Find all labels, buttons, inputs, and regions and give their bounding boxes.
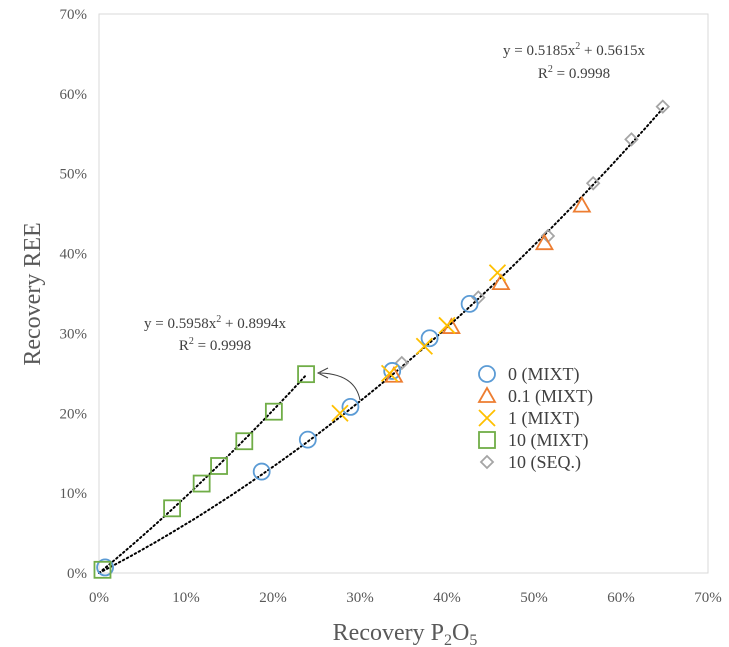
data-points-layer bbox=[93, 99, 671, 579]
y-tick-label: 10% bbox=[60, 486, 88, 502]
x-tick-labels: 0% 10% 20% 30% 40% 50% 60% 70% bbox=[89, 590, 722, 606]
legend-marker-x bbox=[478, 409, 496, 427]
y-axis-title: Recovery REE bbox=[20, 222, 46, 365]
data-point-square bbox=[210, 457, 228, 475]
x-tick-label: 20% bbox=[259, 590, 287, 606]
data-point-x bbox=[438, 316, 456, 335]
data-point-triangle bbox=[534, 233, 554, 251]
x-tick-label: 60% bbox=[607, 590, 635, 606]
legend-label: 0.1 (MIXT) bbox=[508, 386, 593, 407]
trendline-1-equation: y = 0.5185x2 + 0.5615x bbox=[503, 41, 645, 59]
legend-label: 10 (SEQ.) bbox=[508, 452, 581, 473]
trendline-2-equation: y = 0.5958x2 + 0.8994x bbox=[144, 314, 286, 332]
data-point-square bbox=[297, 365, 315, 384]
data-point-square bbox=[264, 402, 283, 421]
data-point-x bbox=[415, 337, 434, 355]
y-tick-label: 40% bbox=[60, 247, 88, 263]
data-point-circle bbox=[298, 430, 317, 449]
legend-marker-square bbox=[478, 431, 496, 449]
data-point-diamond bbox=[624, 132, 639, 147]
legend-marker-circle bbox=[478, 365, 496, 383]
x-tick-label: 40% bbox=[433, 590, 461, 606]
x-tick-label: 0% bbox=[89, 590, 109, 606]
data-point-square bbox=[235, 432, 254, 451]
x-tick-label: 70% bbox=[694, 590, 722, 606]
legend-marker-triangle bbox=[477, 386, 497, 403]
trendlines-layer bbox=[98, 105, 666, 574]
data-point-circle bbox=[252, 462, 271, 481]
legend-label: 0 (MIXT) bbox=[508, 364, 579, 385]
data-point-x bbox=[380, 364, 399, 382]
data-point-square bbox=[163, 499, 181, 518]
trendline-1 bbox=[98, 105, 666, 574]
y-tick-label: 30% bbox=[60, 326, 88, 342]
y-tick-label: 60% bbox=[60, 87, 88, 103]
data-point-circle bbox=[96, 558, 114, 577]
data-point-square bbox=[93, 560, 112, 579]
y-tick-label: 20% bbox=[60, 406, 88, 422]
annotation-arrow bbox=[319, 372, 361, 401]
y-tick-label: 50% bbox=[60, 167, 88, 183]
plot-area-frame bbox=[98, 13, 709, 574]
data-point-circle bbox=[460, 294, 479, 313]
x-tick-label: 30% bbox=[346, 590, 374, 606]
trendline-2 bbox=[98, 374, 308, 574]
x-axis-title: Recovery P2O5 bbox=[333, 620, 478, 647]
legend: 0 (MIXT)0.1 (MIXT)1 (MIXT)10 (MIXT)10 (S… bbox=[477, 364, 593, 473]
data-point-triangle bbox=[572, 195, 592, 213]
data-point-triangle bbox=[491, 273, 511, 291]
y-tick-label: 70% bbox=[60, 7, 88, 23]
data-point-diamond bbox=[655, 99, 671, 114]
data-point-diamond bbox=[394, 355, 410, 371]
data-point-x bbox=[488, 264, 507, 282]
data-point-square bbox=[192, 474, 211, 493]
y-tick-label: 0% bbox=[67, 566, 87, 582]
data-point-circle bbox=[341, 397, 360, 416]
data-point-x bbox=[331, 404, 349, 422]
trendline-1-r2: R2 = 0.9998 bbox=[538, 64, 610, 82]
data-point-circle bbox=[420, 329, 439, 348]
legend-label: 10 (MIXT) bbox=[508, 430, 588, 451]
x-tick-label: 10% bbox=[172, 590, 200, 606]
legend-marker-diamond bbox=[479, 454, 495, 470]
annotation-arrowhead bbox=[316, 367, 329, 379]
data-point-diamond bbox=[585, 176, 601, 191]
data-point-circle bbox=[383, 362, 402, 380]
legend-label: 1 (MIXT) bbox=[508, 408, 579, 429]
y-tick-labels: 0% 10% 20% 30% 40% 50% 60% 70% bbox=[60, 7, 88, 582]
x-tick-label: 50% bbox=[520, 590, 548, 606]
trendline-2-r2: R2 = 0.9998 bbox=[179, 336, 251, 354]
